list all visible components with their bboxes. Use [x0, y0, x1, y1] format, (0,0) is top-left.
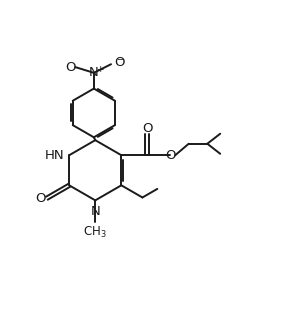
Text: O: O [65, 61, 75, 74]
Text: O: O [114, 56, 124, 69]
Text: N: N [89, 66, 99, 79]
Text: O: O [165, 149, 175, 162]
Text: N: N [90, 205, 100, 218]
Text: O: O [35, 192, 46, 205]
Text: CH$_3$: CH$_3$ [84, 225, 107, 240]
Text: +: + [96, 65, 104, 74]
Text: HN: HN [44, 149, 64, 162]
Text: −: − [116, 54, 124, 63]
Text: O: O [142, 122, 152, 135]
